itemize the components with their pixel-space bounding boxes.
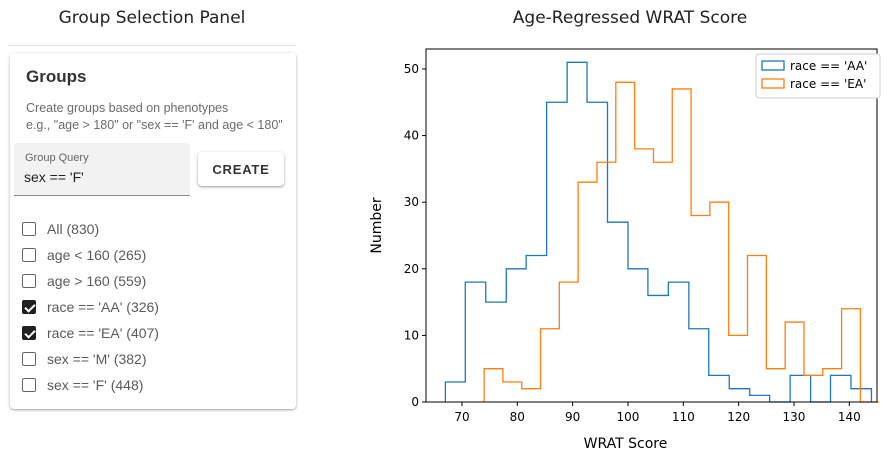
y-tick-label: 30 — [404, 195, 419, 209]
x-tick-label: 120 — [727, 410, 750, 424]
x-tick-label: 140 — [838, 410, 861, 424]
x-tick-label: 100 — [617, 410, 640, 424]
y-tick-label: 20 — [404, 262, 419, 276]
y-tick-label: 50 — [404, 62, 419, 76]
x-tick-label: 130 — [783, 410, 806, 424]
legend-label: race == 'EA' — [790, 77, 866, 91]
x-tick-label: 70 — [454, 410, 469, 424]
y-axis-label: Number — [369, 197, 385, 253]
legend-label: race == 'AA' — [790, 59, 867, 73]
x-tick-label: 80 — [510, 410, 525, 424]
y-tick-label: 10 — [404, 328, 419, 342]
y-tick-label: 0 — [411, 395, 419, 409]
x-tick-label: 110 — [672, 410, 695, 424]
plot-frame — [426, 49, 877, 402]
y-tick-label: 40 — [404, 129, 419, 143]
histogram-series-1 — [484, 82, 879, 402]
histogram-series-0 — [445, 62, 871, 402]
x-tick-label: 90 — [565, 410, 580, 424]
x-axis-label: WRAT Score — [584, 436, 668, 452]
